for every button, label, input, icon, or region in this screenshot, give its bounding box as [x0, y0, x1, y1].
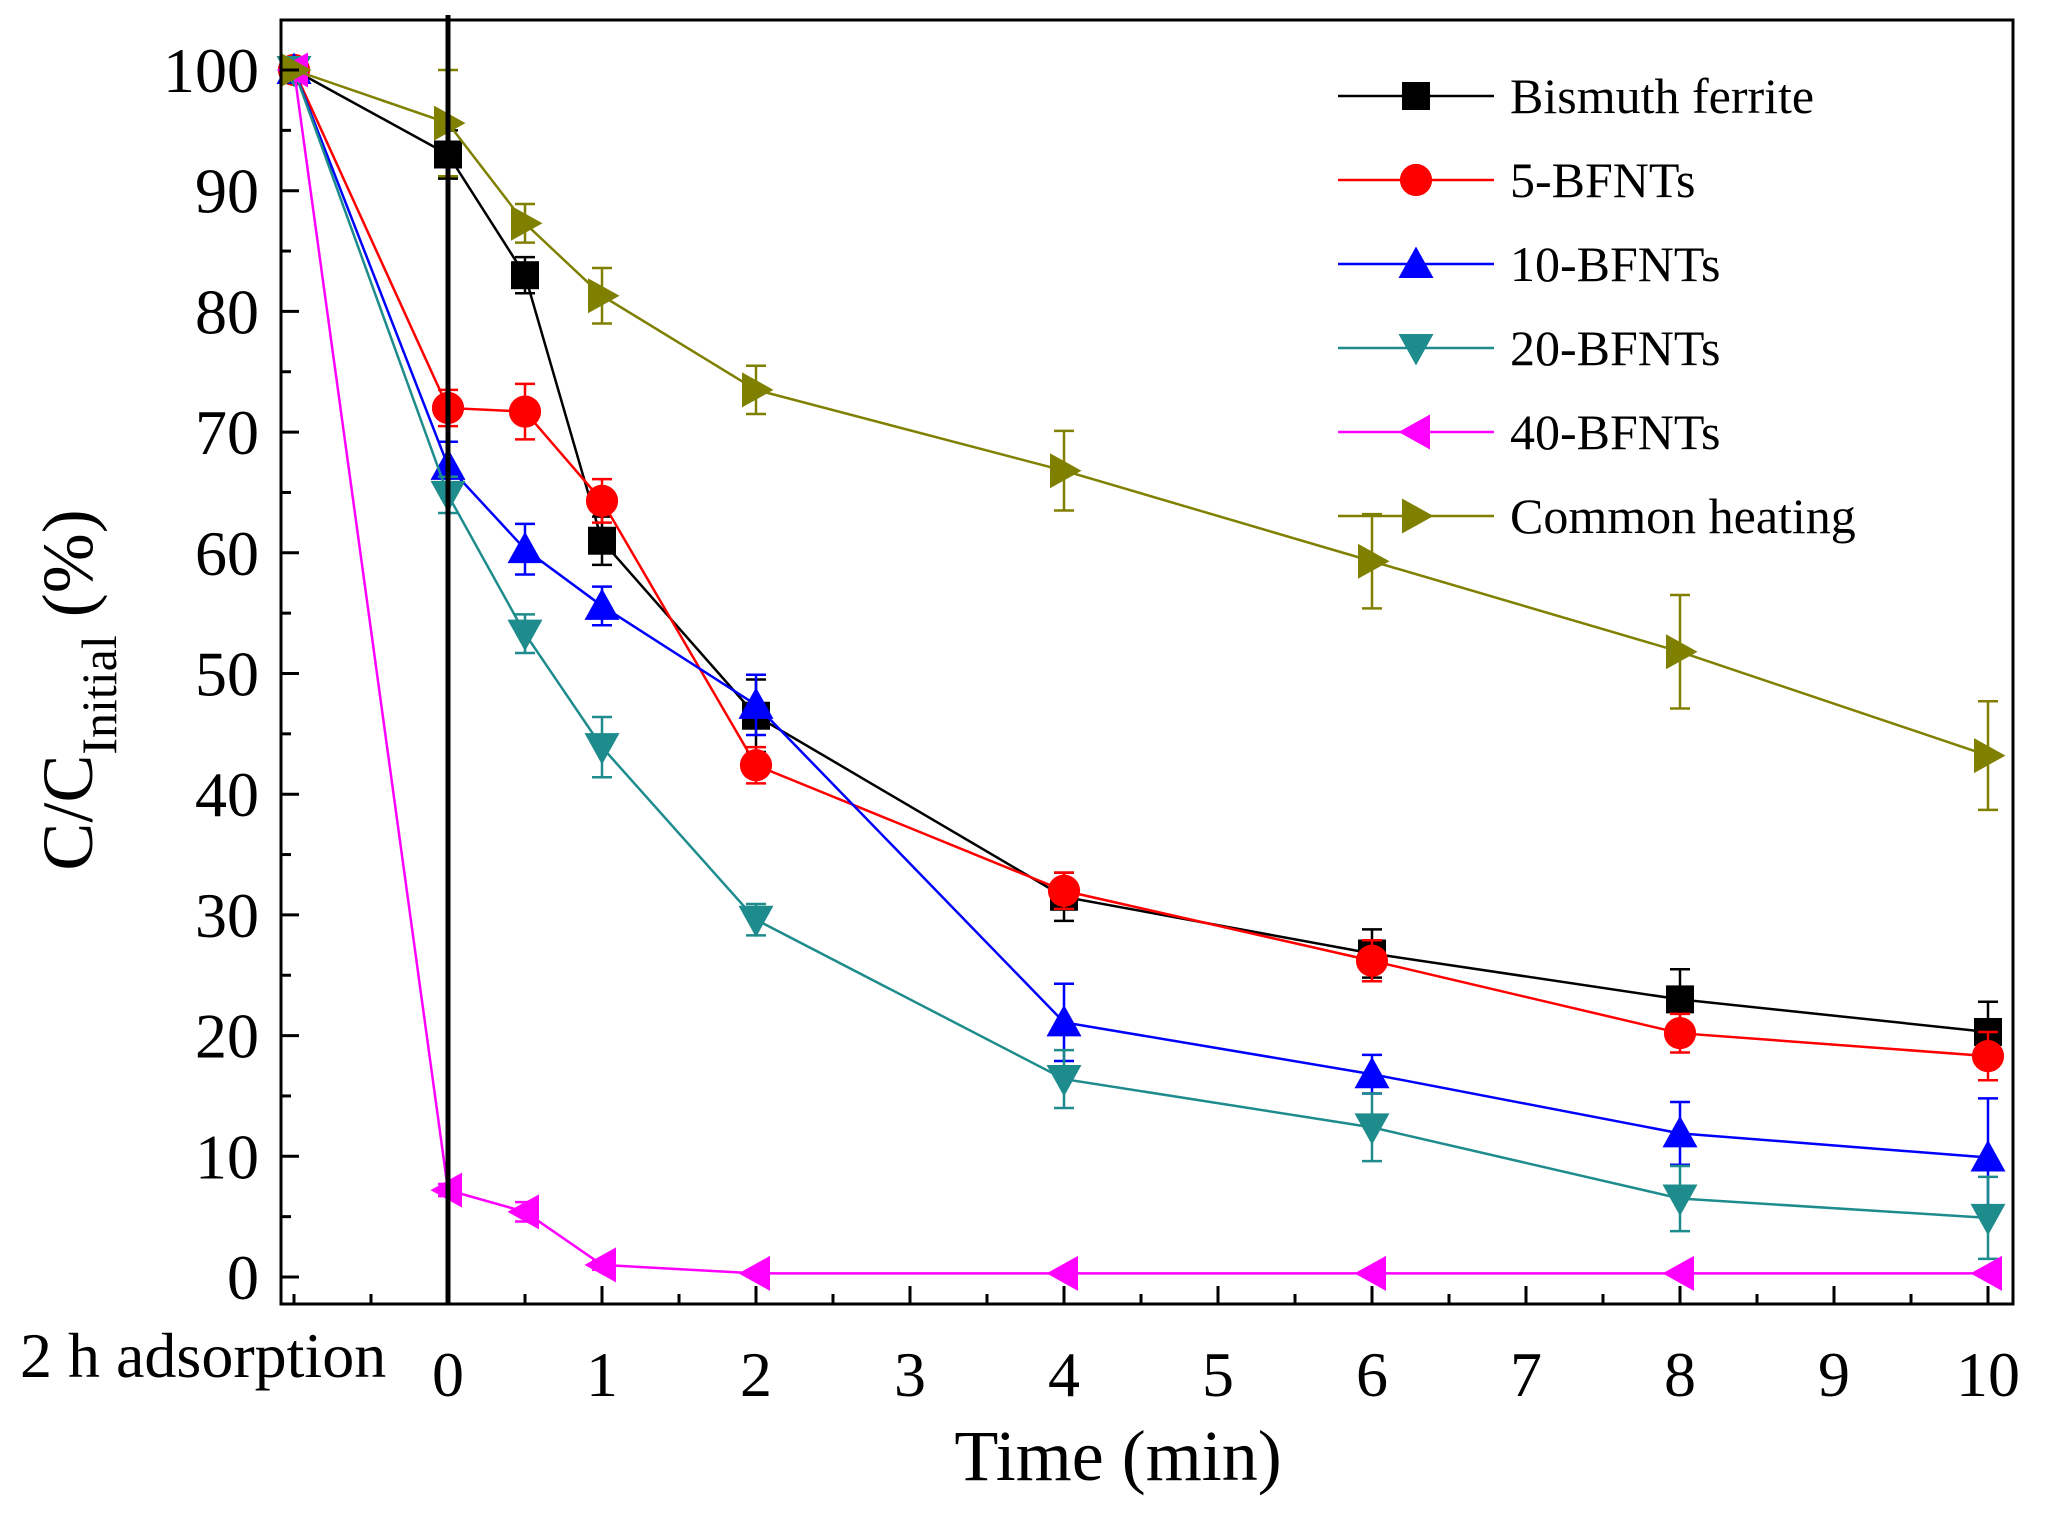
y-tick-label: 80: [195, 276, 259, 347]
data-point: [1662, 1184, 1698, 1217]
legend-marker: [1398, 246, 1434, 278]
legend-item-5-bfnts: 5-BFNTs: [1338, 152, 1695, 208]
y-tick-label: 30: [195, 880, 259, 951]
data-point: [1662, 1115, 1698, 1148]
series-5-bfnts: [277, 53, 2005, 1082]
x-tick-label: 3: [894, 1339, 926, 1410]
x-tick-label: 7: [1510, 1339, 1542, 1410]
data-point: [742, 372, 774, 408]
data-point: [1662, 1255, 1694, 1291]
data-point: [1046, 1004, 1082, 1037]
data-point: [588, 278, 620, 314]
y-tick-label: 100: [163, 35, 259, 106]
legend-marker: [1402, 498, 1434, 534]
plot-area: [276, 52, 2006, 1291]
x-tick-label: 2: [740, 1339, 772, 1410]
y-tick-label: 10: [195, 1121, 259, 1192]
y-tick-label: 50: [195, 639, 259, 710]
y-tick-label: 70: [195, 397, 259, 468]
data-point: [507, 1194, 539, 1230]
data-point: [584, 588, 620, 620]
data-point: [1046, 1255, 1078, 1291]
data-point: [1046, 1065, 1082, 1097]
data-point: [1974, 738, 2006, 774]
legend-item-bismuth-ferrite: Bismuth ferrite: [1338, 68, 1814, 124]
y-tick-label: 0: [227, 1242, 259, 1313]
data-point: [1358, 543, 1390, 579]
x-tick-label: 4: [1048, 1339, 1080, 1410]
data-point: [1354, 1056, 1390, 1089]
y-axis-title-main: C/C: [28, 755, 108, 871]
data-point: [1666, 634, 1698, 670]
data-point: [588, 526, 616, 555]
data-point: [507, 619, 543, 652]
data-point: [738, 687, 774, 719]
data-point: [1663, 1017, 1697, 1050]
y-tick-label: 40: [195, 759, 259, 830]
data-point: [738, 1255, 770, 1291]
series-20-bfnts: [276, 56, 2006, 1261]
data-point: [511, 205, 543, 241]
x-tick-label: 5: [1202, 1339, 1234, 1410]
legend-label: 20-BFNTs: [1510, 320, 1720, 376]
legend: Bismuth ferrite 5-BFNTs 10-BFNTs 20-BFNTs 40…: [1338, 68, 1856, 544]
y-axis-title: C/CInitial (%): [28, 509, 127, 870]
data-point: [1354, 1113, 1390, 1145]
y-axis-title-subscript: Initial: [71, 635, 127, 754]
legend-label: Bismuth ferrite: [1510, 68, 1814, 124]
pre-adsorption-label: 2 h adsorption: [20, 1320, 386, 1391]
x-tick-label: 0: [432, 1339, 464, 1410]
x-tick-label: 10: [1956, 1339, 2020, 1410]
legend-label: 40-BFNTs: [1510, 404, 1720, 460]
x-tick-label: 9: [1818, 1339, 1850, 1410]
axes: 0 10 20 30 40 50 60 70 80 90 100 0 1 2 3 4 5 6 7 8 9 10: [163, 15, 2020, 1410]
data-point: [507, 531, 543, 564]
y-tick-label: 90: [195, 156, 259, 227]
legend-item-20-bfnts: 20-BFNTs: [1338, 320, 1720, 376]
data-point: [1050, 453, 1082, 489]
data-point: [1666, 985, 1694, 1014]
data-point: [738, 905, 774, 938]
legend-marker: [1398, 414, 1430, 450]
plot-frame: [279, 18, 2015, 1306]
legend-label: Common heating: [1510, 488, 1856, 544]
legend-marker: [1398, 334, 1434, 366]
y-axis-title-suffix: (%): [28, 509, 108, 635]
legend-marker: [1402, 82, 1430, 110]
legend-label: 5-BFNTs: [1510, 152, 1695, 208]
data-point: [508, 395, 542, 428]
series-40-bfnts: [276, 52, 2002, 1291]
data-point: [1355, 944, 1389, 977]
legend-item-common-heating: Common heating: [1338, 488, 1856, 544]
data-point: [1354, 1255, 1386, 1291]
data-point: [584, 1247, 616, 1283]
data-point: [1970, 1140, 2006, 1172]
data-point: [1047, 874, 1081, 907]
data-point: [584, 733, 620, 765]
legend-marker: [1399, 163, 1433, 197]
legend-item-10-bfnts: 10-BFNTs: [1338, 236, 1720, 292]
data-point: [511, 261, 539, 290]
y-tick-label: 20: [195, 1001, 259, 1072]
x-axis-title: Time (min): [954, 1416, 1281, 1496]
legend-label: 10-BFNTs: [1510, 236, 1720, 292]
legend-item-40-bfnts: 40-BFNTs: [1338, 404, 1720, 460]
x-tick-label: 8: [1664, 1339, 1696, 1410]
data-point: [739, 749, 773, 782]
y-tick-label: 60: [195, 518, 259, 589]
data-point: [585, 484, 619, 517]
x-tick-label: 1: [586, 1339, 618, 1410]
data-point: [1970, 1255, 2002, 1291]
data-point: [1970, 1203, 2006, 1236]
x-tick-label: 6: [1356, 1339, 1388, 1410]
data-point: [1971, 1040, 2005, 1073]
